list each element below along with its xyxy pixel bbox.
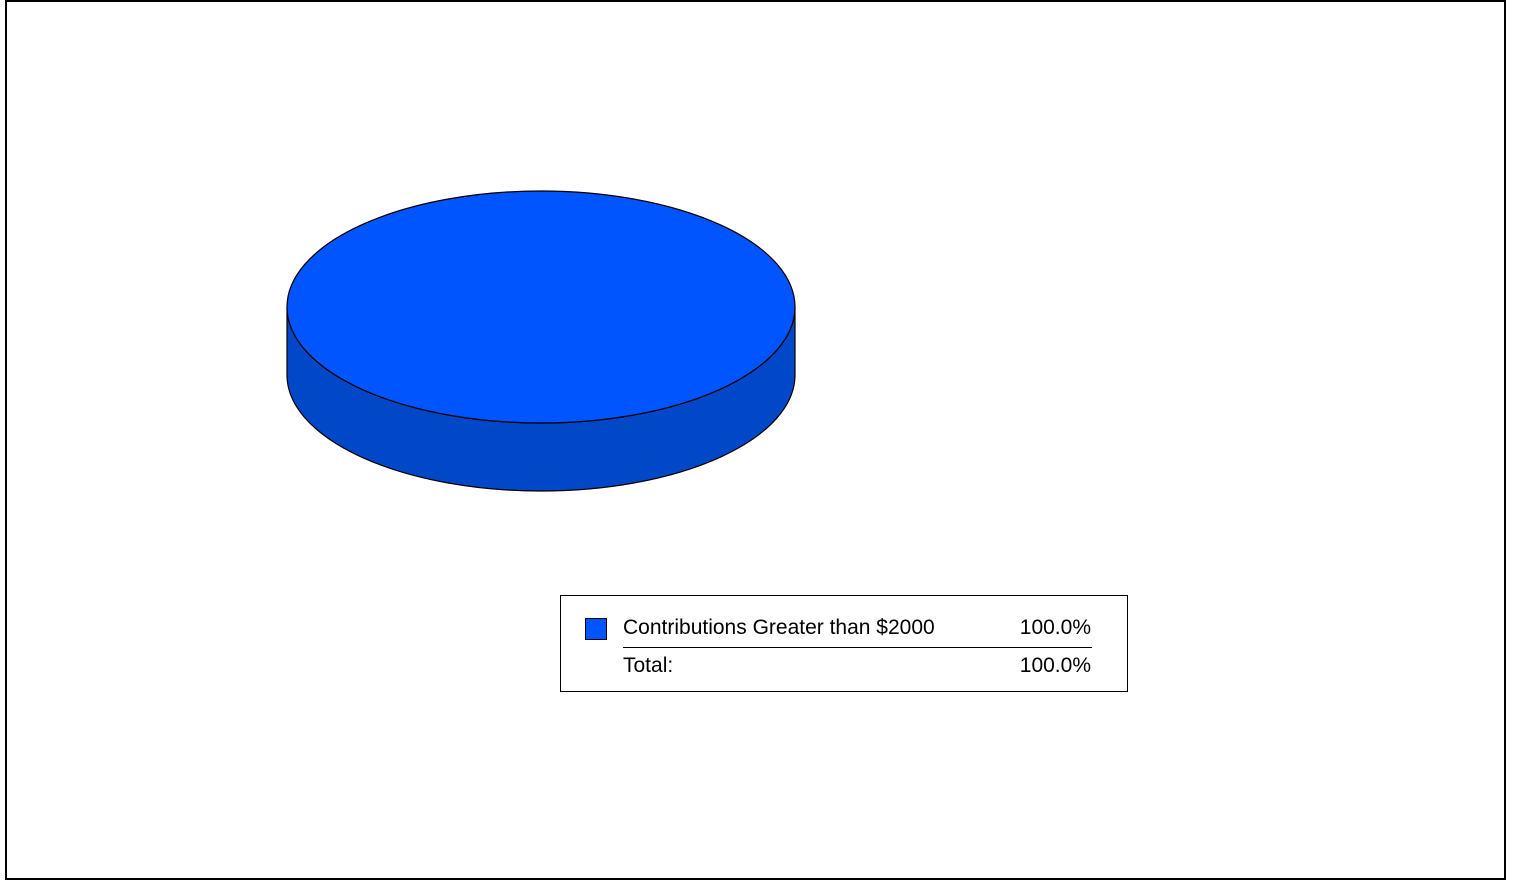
legend-divider	[623, 647, 1092, 648]
pie-slice-0	[286, 190, 796, 424]
legend-value: 100.0%	[1019, 616, 1091, 639]
chart-legend: Contributions Greater than $2000 100.0% …	[560, 595, 1128, 692]
legend-swatch	[585, 618, 607, 640]
legend-total-label: Total:	[623, 654, 674, 677]
legend-total-value: 100.0%	[1019, 654, 1091, 677]
legend-label: Contributions Greater than $2000	[623, 616, 935, 639]
chart-frame	[5, 0, 1506, 880]
